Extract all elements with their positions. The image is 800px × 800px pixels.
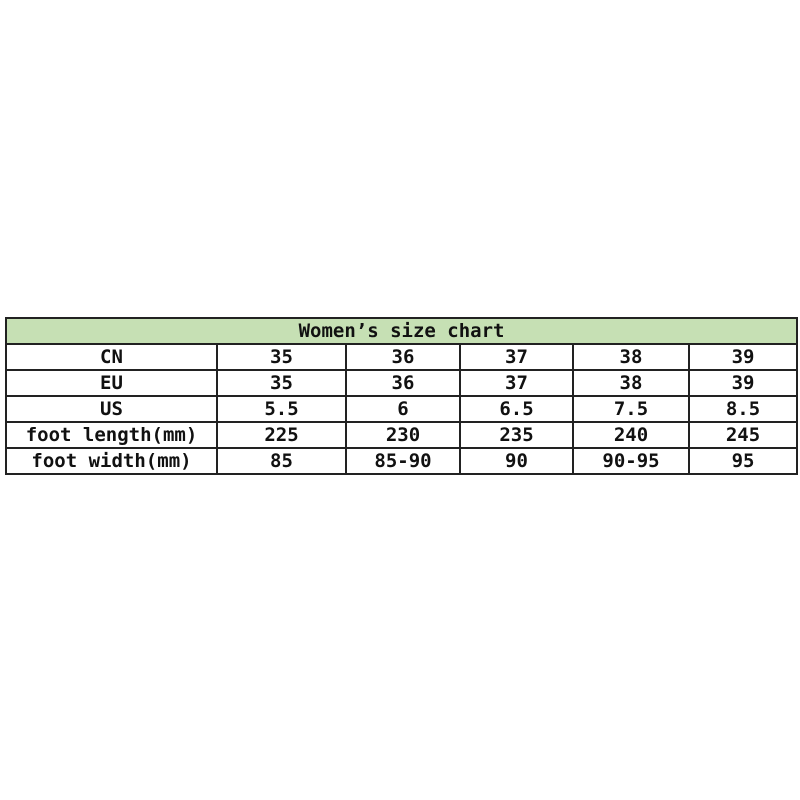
- table-cell: 85: [216, 447, 347, 475]
- table-cell: 5.5: [216, 395, 347, 423]
- table-row: foot length(mm) 225 230 235 240 245: [5, 421, 799, 449]
- row-label: foot width(mm): [5, 447, 218, 475]
- table-row: EU 35 36 37 38 39: [5, 369, 799, 397]
- table-cell: 235: [459, 421, 574, 449]
- table-cell: 6: [345, 395, 461, 423]
- table-cell: 8.5: [687, 395, 799, 423]
- table-cell: 35: [216, 343, 347, 371]
- table-cell: 38: [572, 369, 690, 397]
- row-label: foot length(mm): [5, 421, 218, 449]
- table-cell: 35: [216, 369, 347, 397]
- table-cell: 36: [345, 369, 461, 397]
- table-row: US 5.5 6 6.5 7.5 8.5: [5, 395, 799, 423]
- table-row: foot width(mm) 85 85-90 90 90-95 95: [5, 447, 799, 475]
- table-cell: 245: [687, 421, 799, 449]
- table-cell: 38: [572, 343, 690, 371]
- table-row: CN 35 36 37 38 39: [5, 343, 799, 371]
- table-cell: 90: [459, 447, 574, 475]
- row-label: EU: [5, 369, 218, 397]
- table-cell: 240: [572, 421, 690, 449]
- table-cell: 85-90: [345, 447, 461, 475]
- row-label: US: [5, 395, 218, 423]
- table-cell: 230: [345, 421, 461, 449]
- table-cell: 6.5: [459, 395, 574, 423]
- table-cell: 225: [216, 421, 347, 449]
- table-cell: 90-95: [572, 447, 690, 475]
- size-chart-table: Women’s size chart CN 35 36 37 38 39 EU 35 36 37 3…: [4, 317, 799, 475]
- table-cell: 37: [459, 369, 574, 397]
- table-cell: 36: [345, 343, 461, 371]
- table-title: Women’s size chart: [4, 317, 799, 345]
- table-cell: 37: [459, 343, 574, 371]
- title-row: Women’s size chart: [4, 317, 799, 345]
- table-cell: 39: [687, 343, 799, 371]
- row-label: CN: [5, 343, 218, 371]
- table-cell: 7.5: [572, 395, 690, 423]
- table-cell: 95: [687, 447, 799, 475]
- table-cell: 39: [687, 369, 799, 397]
